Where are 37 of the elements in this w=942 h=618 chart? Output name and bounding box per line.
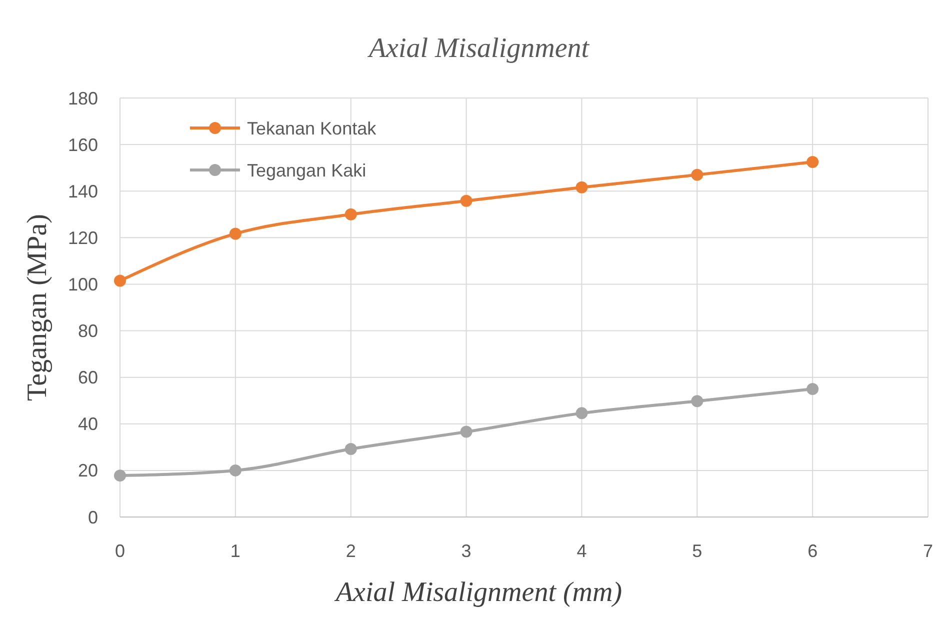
y-tick-label: 120: [68, 228, 98, 248]
point: [344, 443, 357, 456]
point: [691, 395, 704, 408]
point: [691, 168, 704, 181]
y-tick-label: 20: [78, 460, 98, 481]
legend-label: Tekanan Kontak: [247, 118, 378, 138]
x-tick-label: 6: [808, 541, 818, 561]
point: [460, 194, 472, 207]
y-axis-title: Tegangan (MPa): [22, 214, 53, 401]
x-tick-label: 1: [230, 541, 240, 561]
point: [114, 470, 126, 482]
y-tick-label: 80: [78, 321, 98, 342]
point: [114, 274, 126, 287]
x-tick-label: 0: [114, 541, 126, 561]
x-tick-label: 7: [922, 541, 934, 561]
point: [576, 407, 588, 420]
point: [806, 382, 819, 395]
point: [460, 426, 472, 438]
legend-label: Tegangan Kaki: [247, 160, 366, 180]
x-tick-label: 3: [461, 541, 472, 561]
y-tick-label: 140: [68, 181, 98, 202]
y-tick-label: 60: [78, 368, 98, 388]
chart-title: Axial Misalignment: [366, 33, 590, 64]
x-tick-label: 2: [346, 541, 356, 561]
y-tick-label: 40: [78, 414, 98, 434]
point: [576, 181, 588, 194]
point: [344, 208, 357, 220]
x-axis-title: Axial Misalignment (mm): [334, 577, 622, 608]
point: [806, 156, 819, 168]
x-tick-label: 5: [692, 541, 702, 561]
y-tick-label: 0: [88, 507, 98, 528]
y-tick-label: 160: [68, 134, 98, 155]
point: [229, 228, 242, 240]
point: [229, 464, 242, 476]
x-tick-label: 4: [576, 541, 587, 561]
y-tick-label: 100: [68, 274, 98, 295]
y-tick-label: 180: [68, 88, 98, 108]
